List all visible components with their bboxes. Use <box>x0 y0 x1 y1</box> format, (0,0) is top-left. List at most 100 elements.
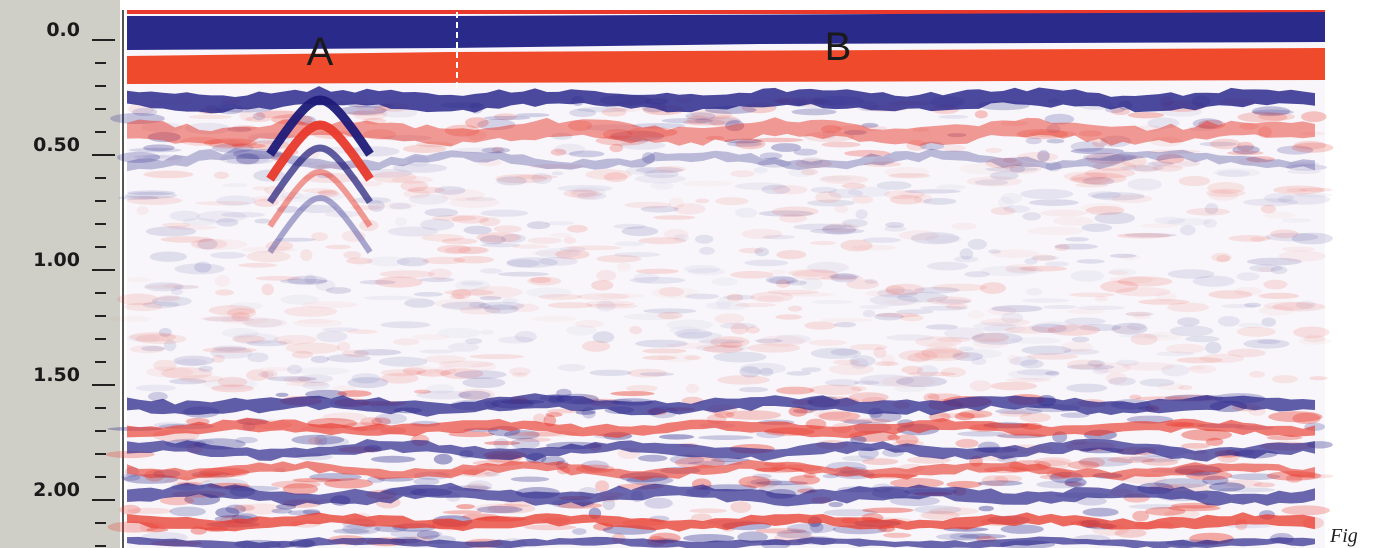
texture-blob <box>959 533 1007 539</box>
texture-blob <box>936 299 971 304</box>
hyperbola <box>266 95 374 157</box>
texture-blob <box>1128 112 1164 119</box>
texture-blob <box>1094 212 1135 225</box>
texture-blob <box>1037 150 1050 162</box>
texture-blob <box>1066 364 1115 370</box>
texture-blob <box>741 228 783 240</box>
texture-blob <box>533 413 546 424</box>
texture-blob <box>1124 312 1155 317</box>
texture-blob <box>1178 176 1211 187</box>
texture-blob <box>1207 182 1245 194</box>
texture-blob <box>1166 218 1211 226</box>
texture-blob <box>682 119 726 126</box>
texture-blob <box>1250 236 1266 242</box>
texture-blob <box>1291 232 1333 245</box>
texture-blob <box>300 249 313 262</box>
texture-blob <box>1044 261 1069 267</box>
texture-blob <box>175 358 208 367</box>
texture-blob <box>477 159 502 167</box>
texture-blob <box>566 245 622 251</box>
texture-blob <box>971 332 1023 345</box>
texture-blob <box>1121 155 1147 167</box>
texture-blob <box>402 365 437 376</box>
texture-blob <box>653 215 696 220</box>
texture-blob <box>1091 192 1145 201</box>
caption: Fig <box>1329 525 1358 547</box>
texture-blob <box>309 473 362 481</box>
texture-blob <box>657 311 683 320</box>
texture-blob <box>624 201 672 209</box>
texture-blob <box>304 274 317 285</box>
reflector-band <box>127 117 1315 147</box>
texture-blob <box>625 384 658 392</box>
texture-blob <box>235 436 258 444</box>
texture-blob <box>380 369 423 377</box>
texture-blob <box>822 223 859 233</box>
texture-blob <box>869 294 919 307</box>
texture-blob <box>1286 188 1308 193</box>
texture-blob <box>762 234 795 240</box>
texture-blob <box>1140 223 1179 229</box>
texture-blob <box>158 327 172 337</box>
texture-blob <box>380 107 418 118</box>
texture-blob <box>454 370 507 379</box>
texture-blob <box>1228 235 1271 242</box>
texture-blob <box>1000 524 1044 534</box>
texture-blob <box>840 418 892 424</box>
texture-blob <box>1164 509 1200 519</box>
texture-blob <box>754 247 769 257</box>
texture-blob <box>343 251 362 259</box>
texture-blob <box>483 115 531 121</box>
texture-blob <box>737 531 768 543</box>
texture-blob <box>225 504 247 514</box>
texture-blob <box>422 256 466 265</box>
texture-blob <box>810 228 865 234</box>
texture-blob <box>214 275 231 287</box>
texture-blob <box>476 505 523 514</box>
texture-blob <box>862 237 902 243</box>
texture-blob <box>1076 259 1105 264</box>
texture-blob <box>651 182 674 190</box>
texture-blob <box>957 431 1007 437</box>
texture-blob <box>432 215 477 222</box>
texture-blob <box>532 316 577 322</box>
texture-blob <box>889 495 940 507</box>
texture-blob <box>1199 141 1238 147</box>
texture-blob <box>371 171 417 183</box>
texture-blob <box>888 173 930 179</box>
texture-blob <box>1003 205 1031 213</box>
texture-blob <box>897 292 948 303</box>
texture-blob <box>526 221 551 230</box>
texture-blob <box>194 261 212 273</box>
texture-blob <box>1022 212 1041 221</box>
texture-blob <box>1252 109 1295 115</box>
texture-blob <box>936 533 980 541</box>
texture-blob <box>1178 161 1201 167</box>
texture-blob <box>830 348 858 356</box>
texture-blob <box>1168 505 1221 512</box>
texture-blob <box>666 319 713 331</box>
texture-blob <box>1033 457 1072 467</box>
texture-blob <box>188 114 232 120</box>
texture-blob <box>859 374 915 387</box>
texture-blob <box>776 386 815 395</box>
texture-blob <box>1005 162 1042 174</box>
texture-blob <box>820 317 874 323</box>
texture-blob <box>1067 308 1105 315</box>
texture-blob <box>828 188 863 199</box>
texture-blob <box>1117 276 1173 287</box>
texture-blob <box>991 249 1039 258</box>
texture-blob <box>1070 172 1127 185</box>
texture-blob <box>1000 192 1022 204</box>
texture-blob <box>814 410 852 419</box>
texture-blob <box>1187 365 1205 371</box>
texture-blob <box>535 248 581 259</box>
texture-blob <box>316 330 348 343</box>
texture-blob <box>914 505 962 514</box>
texture-blob <box>755 338 783 344</box>
texture-blob <box>463 225 492 235</box>
texture-blob <box>818 411 861 421</box>
texture-blob <box>905 189 961 194</box>
texture-blob <box>913 193 933 204</box>
texture-blob <box>1202 475 1229 485</box>
